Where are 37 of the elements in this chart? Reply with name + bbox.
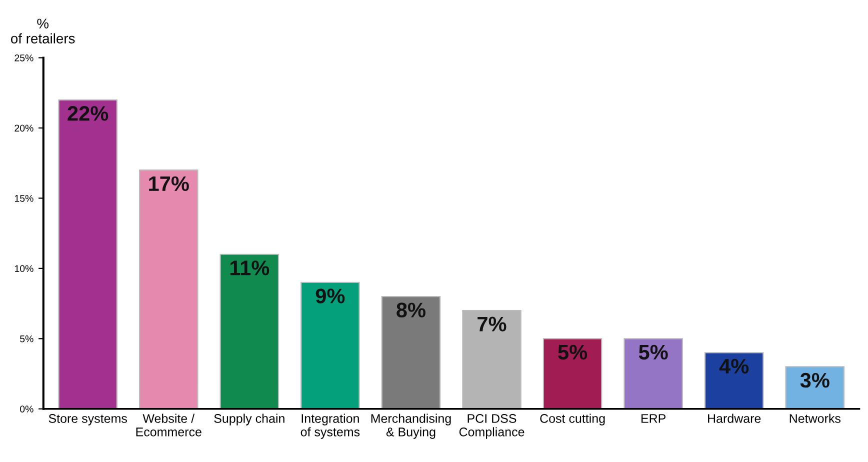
data-label: 5% — [638, 344, 668, 360]
y-tick-label: 0% — [20, 406, 34, 412]
y-tick-label: 25% — [14, 54, 34, 62]
y-axis-title: % of retailers — [11, 18, 75, 44]
x-tick-label: Website / Ecommerce — [136, 414, 202, 436]
bar — [624, 338, 683, 409]
x-tick-label: Cost cutting — [540, 414, 605, 426]
bar — [300, 282, 360, 409]
bar — [542, 338, 602, 409]
data-label: 9% — [316, 288, 345, 304]
bar — [138, 170, 198, 409]
y-tick-label: 15% — [14, 194, 34, 202]
bar — [58, 99, 118, 409]
data-label: 7% — [478, 316, 506, 332]
x-tick-label: ERP — [641, 414, 666, 423]
data-label: 22% — [68, 106, 108, 121]
bar — [381, 296, 441, 409]
x-tick-label: Integration of systems — [300, 414, 360, 439]
data-label: 17% — [149, 176, 189, 191]
x-tick-label: PCI DSS Compliance — [459, 414, 524, 439]
x-tick-label: Networks — [790, 414, 840, 423]
bar — [462, 310, 522, 409]
data-label: 8% — [396, 302, 426, 318]
x-tick-label: Store systems — [48, 414, 127, 426]
data-label: 3% — [800, 372, 830, 388]
data-label: 4% — [719, 358, 749, 374]
y-tick-label: 20% — [14, 124, 34, 132]
bar — [220, 254, 280, 409]
y-tick-label: 5% — [20, 335, 34, 342]
bar — [785, 366, 845, 409]
data-label: 5% — [558, 344, 588, 360]
bar — [704, 352, 764, 409]
x-tick-label: Hardware — [708, 414, 761, 423]
y-tick-label: 10% — [14, 265, 34, 272]
data-label: 11% — [230, 260, 270, 276]
x-tick-label: Merchandising & Buying — [371, 414, 451, 439]
x-tick-label: Supply chain — [214, 414, 284, 426]
